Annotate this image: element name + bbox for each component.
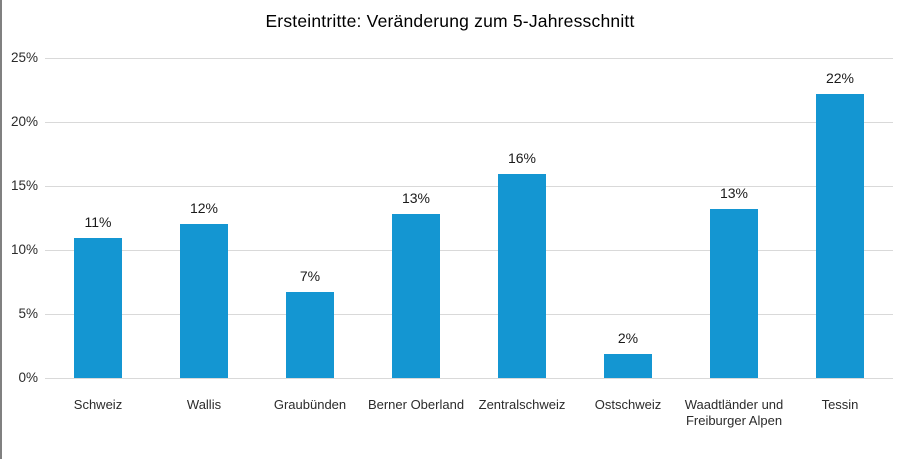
gridline — [45, 185, 893, 187]
gridline — [45, 377, 893, 379]
bar-value-label: 11% — [84, 214, 112, 231]
chart-title: Ersteintritte: Veränderung zum 5-Jahress… — [265, 11, 635, 31]
x-category-label: Waadtländer und Freiburger Alpen — [684, 397, 784, 428]
y-tick-label: 0% — [18, 370, 38, 385]
bar-2 — [180, 224, 228, 378]
y-tick-label: 15% — [10, 178, 38, 193]
gridline — [45, 121, 893, 123]
bar-1 — [74, 238, 122, 378]
bar-7 — [710, 209, 758, 378]
x-category-label: Zentralschweiz — [478, 397, 566, 412]
y-tick-label: 20% — [10, 114, 38, 129]
x-category-label: Schweiz — [73, 397, 123, 412]
bar-value-label: 7% — [299, 268, 321, 285]
bar-3 — [286, 292, 334, 378]
y-tick-label: 25% — [10, 50, 38, 65]
left-edge-line — [0, 0, 2, 459]
bar-5 — [498, 174, 546, 378]
bar-value-label: 16% — [507, 150, 537, 167]
x-category-label: Graubünden — [273, 397, 347, 412]
bar-value-label: 13% — [719, 185, 749, 202]
bar-value-label: 22% — [825, 69, 855, 86]
bar-value-label: 12% — [189, 200, 219, 217]
bar-8 — [816, 93, 864, 378]
bar-value-label: 2% — [617, 329, 639, 346]
gridline — [45, 57, 893, 59]
x-category-label: Berner Oberland — [367, 397, 465, 412]
x-category-label: Ostschweiz — [594, 397, 662, 412]
y-tick-label: 10% — [10, 242, 38, 257]
x-category-label: Tessin — [821, 397, 859, 412]
bar-6 — [604, 353, 652, 378]
gridline — [45, 249, 893, 251]
bar-4 — [392, 214, 440, 378]
gridline — [45, 313, 893, 315]
y-tick-label: 5% — [18, 306, 38, 321]
x-category-label: Wallis — [186, 397, 222, 412]
bar-value-label: 13% — [401, 190, 431, 207]
